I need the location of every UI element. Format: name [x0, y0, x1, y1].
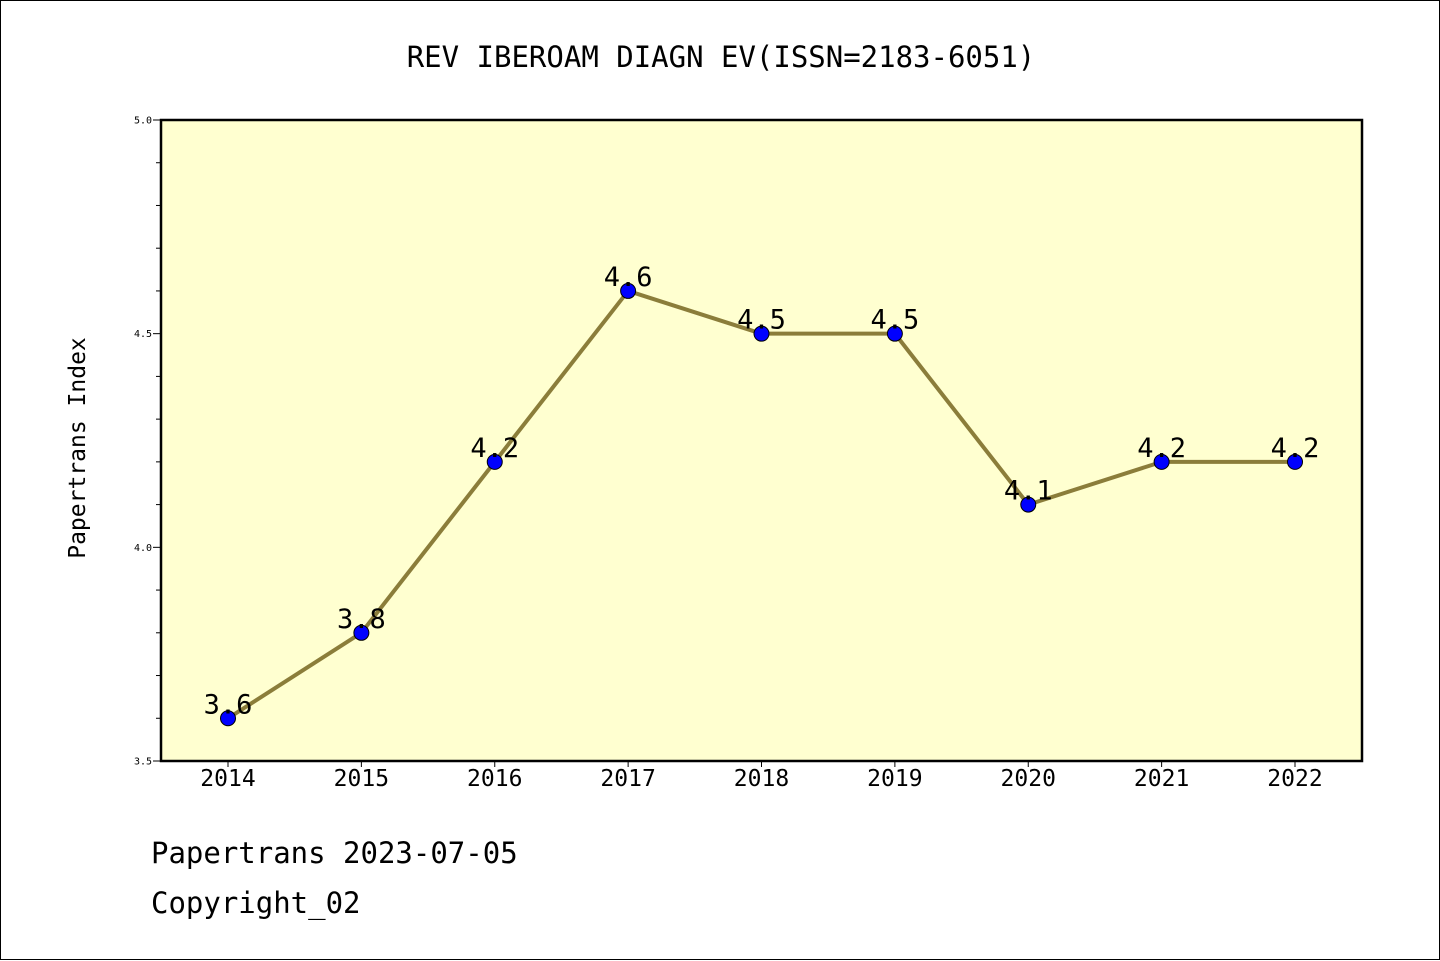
- y-tick-label: 5.0: [134, 116, 152, 127]
- data-label: 3.8: [337, 604, 386, 635]
- x-tick-label: 2015: [334, 766, 389, 792]
- y-axis-label: Papertrans Index: [65, 337, 91, 559]
- data-label: 4.1: [1004, 476, 1053, 507]
- data-label: 4.2: [1137, 433, 1186, 464]
- data-label: 4.5: [737, 305, 786, 336]
- data-point: [1287, 453, 1303, 470]
- x-tick-label: 2020: [1001, 766, 1056, 792]
- chart-title: REV IBEROAM DIAGN EV(ISSN=2183-6051): [407, 40, 1036, 74]
- data-point: [353, 624, 370, 641]
- footer-source-date: Papertrans 2023-07-05: [151, 836, 518, 870]
- data-point: [220, 710, 236, 727]
- y-tick-label: 4.5: [134, 329, 152, 340]
- data-point: [1020, 496, 1037, 513]
- data-label: 3.6: [204, 689, 253, 720]
- data-point: [753, 325, 770, 342]
- series-markers: [220, 282, 1303, 727]
- y-axis: 3.5 4.0 4.5 5.0: [134, 116, 161, 768]
- data-point: [886, 325, 903, 342]
- x-tick-label: 2014: [200, 766, 255, 792]
- x-tick-label: 2021: [1134, 766, 1189, 792]
- data-point: [620, 282, 637, 299]
- y-tick-label: 4.0: [134, 543, 152, 554]
- x-tick-label: 2018: [734, 766, 789, 792]
- data-point: [1153, 453, 1170, 470]
- x-tick-label: 2016: [467, 766, 522, 792]
- y-tick-label: 3.5: [134, 757, 152, 768]
- footer-copyright: Copyright_02: [151, 886, 361, 920]
- data-label: 4.5: [870, 305, 919, 336]
- x-axis: 2014 2015 2016 2017 2018 2019 2020 2021 2022: [200, 761, 1323, 792]
- data-labels: 3.6 3.8 4.2 4.6 4.5 4.5 4.1 4.2 4.2: [204, 262, 1320, 720]
- data-label: 4.2: [470, 433, 519, 464]
- x-tick-label: 2019: [867, 766, 922, 792]
- x-tick-label: 2017: [600, 766, 655, 792]
- data-label: 4.2: [1271, 433, 1320, 464]
- plot-area: [159, 118, 1364, 763]
- data-label: 4.6: [604, 262, 653, 293]
- x-tick-label: 2022: [1267, 766, 1322, 792]
- data-point: [486, 453, 503, 470]
